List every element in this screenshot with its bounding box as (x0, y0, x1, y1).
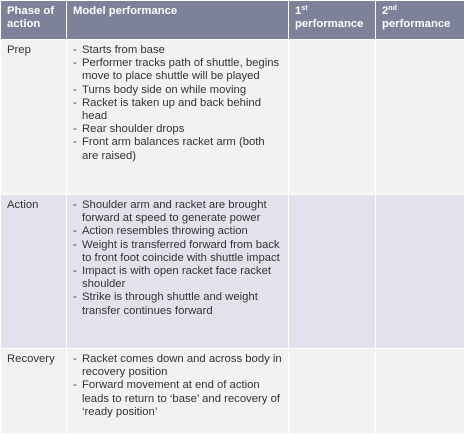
point-list: Starts from basePerformer tracks path of… (73, 44, 282, 163)
header-word: performance (295, 18, 363, 30)
first-performance-cell (289, 349, 376, 434)
point-item: Performer tracks path of shuttle, begins… (73, 57, 282, 83)
point-item: Forward movement at end of action leads … (73, 379, 282, 419)
second-performance-cell (376, 349, 464, 434)
point-item: Racket is taken up and back behind head (73, 97, 282, 123)
first-performance-cell (289, 40, 376, 195)
model-cell: Racket comes down and across body in rec… (67, 349, 289, 434)
first-performance-cell (289, 195, 376, 349)
header-phase: Phase of action (1, 1, 67, 40)
point-item: Front arm balances racket arm (both are … (73, 136, 282, 162)
point-item: Shoulder arm and racket are brought forw… (73, 199, 282, 225)
second-performance-cell (376, 40, 464, 195)
point-item: Weight is transferred forward from back … (73, 239, 282, 265)
point-item: Strike is through shuttle and weight tra… (73, 291, 282, 317)
header-suffix: nd (388, 5, 397, 12)
point-list: Shoulder arm and racket are brought forw… (73, 199, 282, 318)
point-item: Action resembles throwing action (73, 225, 282, 238)
point-item: Rear shoulder drops (73, 123, 282, 136)
point-item: Impact is with open racket face racket s… (73, 265, 282, 291)
header-suffix: st (301, 5, 307, 12)
table-row: RecoveryRacket comes down and across bod… (1, 349, 464, 434)
model-cell: Starts from basePerformer tracks path of… (67, 40, 289, 195)
phase-cell: Recovery (1, 349, 67, 434)
header-word: performance (382, 18, 450, 30)
point-list: Racket comes down and across body in rec… (73, 353, 282, 419)
phase-cell: Action (1, 195, 67, 349)
header-model: Model performance (67, 1, 289, 40)
point-item: Turns body side on while moving (73, 84, 282, 97)
point-item: Starts from base (73, 44, 282, 57)
table-row: PrepStarts from basePerformer tracks pat… (1, 40, 464, 195)
model-cell: Shoulder arm and racket are brought forw… (67, 195, 289, 349)
table-body: PrepStarts from basePerformer tracks pat… (1, 40, 464, 434)
phase-cell: Prep (1, 40, 67, 195)
second-performance-cell (376, 195, 464, 349)
table-row: ActionShoulder arm and racket are brough… (1, 195, 464, 349)
point-item: Racket comes down and across body in rec… (73, 353, 282, 379)
